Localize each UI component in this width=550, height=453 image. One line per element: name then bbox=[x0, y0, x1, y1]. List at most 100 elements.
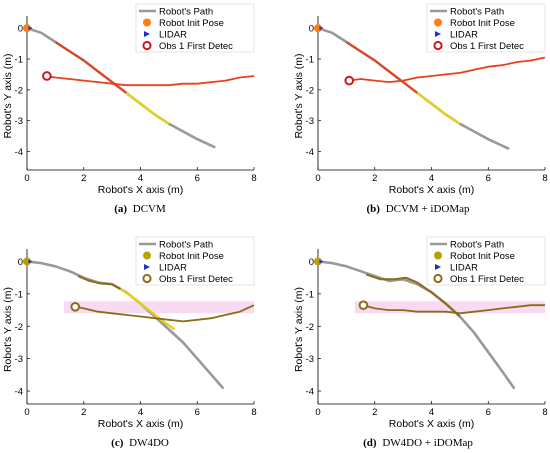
y-tick-label: -4 bbox=[15, 147, 23, 158]
obs-first-detec-marker bbox=[42, 71, 52, 81]
y-tick-label: -1 bbox=[306, 55, 314, 66]
y-axis-label: Robot's Y axis (m) bbox=[293, 53, 305, 138]
x-tick-label: 4 bbox=[138, 173, 143, 184]
x-tick-label: 6 bbox=[486, 407, 491, 418]
init-pose-marker bbox=[314, 257, 322, 266]
yellow-segment-line bbox=[119, 288, 176, 331]
panel-b-caption: (b) DCVM + iDOMap bbox=[366, 203, 470, 215]
panel-b-title: DCVM + iDOMap bbox=[386, 203, 470, 215]
legend-entry: Robot's Path bbox=[450, 6, 504, 17]
y-tick-label: -4 bbox=[306, 387, 314, 398]
lidar-marker bbox=[319, 259, 324, 264]
legend-entry: Obs 1 First Detec bbox=[450, 274, 524, 285]
obs-first-detec-marker bbox=[344, 75, 355, 86]
panel-c: 0 2 4 6 8 0 -1 -2 -3 -4 Robot's X axis (m) Robot's … bbox=[2, 236, 257, 449]
x-tick-label: 6 bbox=[486, 173, 491, 184]
x-tick-label: 2 bbox=[372, 407, 377, 418]
x-tick-label: 0 bbox=[24, 173, 29, 184]
obs-first-detec-marker bbox=[358, 300, 369, 311]
y-tick-label: -1 bbox=[15, 55, 23, 66]
panel-b: 0 2 4 6 8 0 -1 -2 -3 -4 Robot's X axis (m) Robot's … bbox=[293, 3, 548, 215]
legend-lidar-swatch bbox=[144, 264, 150, 270]
y-tick-label: 0 bbox=[309, 257, 314, 268]
panel-b-letter: (b) bbox=[366, 203, 380, 215]
lidar-marker bbox=[28, 26, 33, 31]
obstacle-band bbox=[63, 301, 255, 314]
legend-entry: Robot's Path bbox=[159, 6, 213, 17]
obs-first-detec-marker bbox=[70, 302, 81, 312]
yellow-segment-line bbox=[125, 91, 170, 125]
init-pose-marker bbox=[23, 257, 31, 266]
robot-path-highlight bbox=[77, 275, 122, 290]
legend-entry: Robot Init Pose bbox=[450, 251, 515, 262]
x-tick-label: 6 bbox=[195, 173, 200, 184]
legend-entry: LIDAR bbox=[159, 29, 187, 40]
panel-d-title: DW4DO + iDOMap bbox=[382, 437, 473, 449]
obstacle-track-line bbox=[363, 304, 545, 315]
legend-entry: LIDAR bbox=[450, 29, 478, 40]
legend-entry: LIDAR bbox=[159, 262, 187, 273]
x-tick-label: 4 bbox=[429, 173, 434, 184]
panel-a: 0 2 4 6 8 0 -1 -2 -3 -4 Robot's X axis (m) Robot's … bbox=[2, 3, 257, 215]
legend-lidar-swatch bbox=[435, 264, 441, 270]
x-tick-label: 2 bbox=[372, 173, 377, 184]
legend-lidar-swatch bbox=[435, 31, 441, 37]
y-tick-label: -2 bbox=[15, 85, 23, 96]
legend-entry: Robot Init Pose bbox=[159, 251, 224, 262]
legend-pose-swatch bbox=[143, 251, 151, 260]
y-tick-label: 0 bbox=[309, 24, 314, 35]
y-axis-label: Robot's Y axis (m) bbox=[293, 287, 305, 372]
x-tick-label: 8 bbox=[251, 173, 256, 184]
x-tick-label: 8 bbox=[251, 407, 256, 418]
x-tick-label: 2 bbox=[81, 407, 86, 418]
y-tick-label: -2 bbox=[306, 85, 314, 96]
y-tick-label: -3 bbox=[306, 116, 314, 127]
y-tick-label: 0 bbox=[18, 257, 23, 268]
y-tick-label: -2 bbox=[306, 322, 314, 333]
x-tick-label: 0 bbox=[315, 407, 320, 418]
lidar-marker bbox=[319, 26, 324, 31]
panel-a-caption: (a) DCVM bbox=[114, 203, 166, 215]
panel-d-letter: (d) bbox=[363, 437, 377, 449]
y-axis-label: Robot's Y axis (m) bbox=[2, 287, 14, 372]
panel-d: 0 2 4 6 8 0 -1 -2 -3 -4 Robot's X axis (m) Robot's … bbox=[293, 236, 548, 449]
x-tick-label: 4 bbox=[429, 407, 434, 418]
y-tick-label: -1 bbox=[15, 289, 23, 300]
panel-d-caption: (d) DW4DO + iDOMap bbox=[363, 437, 473, 449]
legend-entry: Robot Init Pose bbox=[450, 18, 515, 29]
legend-entry: LIDAR bbox=[450, 262, 478, 273]
legend-lidar-swatch bbox=[144, 31, 150, 37]
y-tick-label: -3 bbox=[15, 354, 23, 365]
legend-pose-swatch bbox=[434, 18, 442, 27]
y-tick-label: 0 bbox=[18, 24, 23, 35]
legend-entry: Robot's Path bbox=[450, 239, 504, 250]
panel-a-title: DCVM bbox=[133, 203, 166, 215]
x-tick-label: 6 bbox=[195, 407, 200, 418]
panel-c-title: DW4DO bbox=[129, 437, 169, 449]
x-tick-label: 0 bbox=[315, 173, 320, 184]
panel-c-letter: (c) bbox=[111, 437, 124, 449]
yellow-segment-line bbox=[416, 91, 461, 125]
legend-pose-swatch bbox=[434, 251, 442, 260]
legend-entry: Obs 1 First Detec bbox=[450, 41, 524, 52]
panel-a-letter: (a) bbox=[114, 203, 127, 215]
y-axis-label: Robot's Y axis (m) bbox=[2, 53, 14, 138]
robot-path-highlight bbox=[365, 273, 461, 318]
x-tick-label: 4 bbox=[138, 407, 143, 418]
y-tick-label: -3 bbox=[15, 116, 23, 127]
panel-a-plot: 0 2 4 6 8 0 -1 -2 -3 -4 Robot's X axis (m) Robot's … bbox=[2, 3, 257, 196]
init-pose-marker bbox=[23, 24, 31, 33]
y-tick-label: -4 bbox=[15, 387, 23, 398]
legend-entry: Obs 1 First Detec bbox=[159, 274, 233, 285]
x-axis-label: Robot's X axis (m) bbox=[389, 184, 474, 196]
legend-obs-swatch bbox=[433, 40, 443, 51]
legend-entry: Robot's Path bbox=[159, 239, 213, 250]
legend-entry: Robot Init Pose bbox=[159, 18, 224, 29]
x-tick-label: 2 bbox=[81, 173, 86, 184]
legend-obs-swatch bbox=[142, 273, 152, 284]
legend-pose-swatch bbox=[143, 18, 151, 27]
x-axis-label: Robot's X axis (m) bbox=[98, 418, 183, 430]
legend-entry: Obs 1 First Detec bbox=[159, 41, 233, 52]
panel-b-plot: 0 2 4 6 8 0 -1 -2 -3 -4 Robot's X axis (m) Robot's … bbox=[293, 3, 548, 196]
x-tick-label: 8 bbox=[542, 173, 547, 184]
